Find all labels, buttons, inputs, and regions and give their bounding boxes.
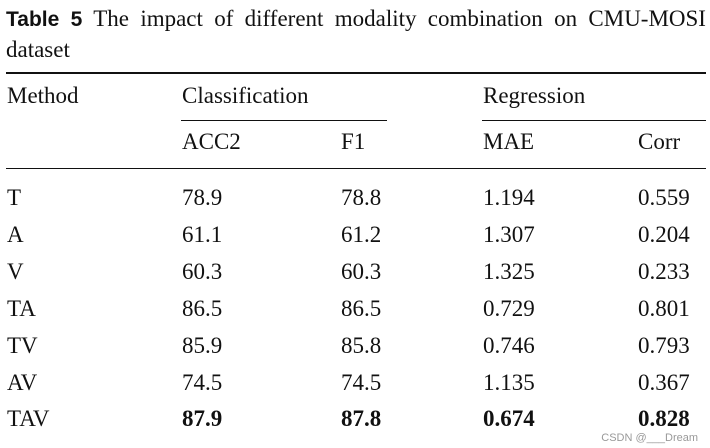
cell-mae: 0.729 — [483, 296, 535, 321]
cell-method: TAV — [7, 406, 50, 431]
cell-corr: 0.367 — [638, 370, 690, 395]
cell-corr: 0.204 — [638, 222, 690, 247]
cell-corr: 0.828 — [638, 406, 690, 431]
header-rule — [6, 168, 706, 169]
cell-f1: 87.8 — [341, 406, 382, 431]
cell-corr: 0.233 — [638, 259, 690, 284]
cell-mae: 1.135 — [483, 370, 535, 395]
top-rule — [6, 72, 706, 74]
header-method: Method — [7, 83, 79, 108]
cell-method: A — [7, 222, 24, 247]
cell-method: T — [7, 185, 22, 210]
cell-method: AV — [7, 370, 38, 395]
cell-f1: 78.8 — [341, 185, 382, 210]
header-regression: Regression — [483, 83, 586, 108]
cell-f1: 74.5 — [341, 370, 382, 395]
cell-mae: 1.325 — [483, 259, 535, 284]
cell-f1: 86.5 — [341, 296, 382, 321]
classification-rule — [181, 120, 387, 121]
cell-f1: 60.3 — [341, 259, 382, 284]
cell-acc2: 60.3 — [182, 259, 223, 284]
cell-f1: 61.2 — [341, 222, 382, 247]
watermark: CSDN @___Dream — [601, 432, 698, 444]
cell-corr: 0.793 — [638, 333, 690, 358]
header-corr: Corr — [638, 129, 681, 154]
cell-mae: 1.307 — [483, 222, 535, 247]
regression-rule — [482, 120, 706, 121]
cell-acc2: 61.1 — [182, 222, 223, 247]
cell-mae: 1.194 — [483, 185, 535, 210]
cell-mae: 0.746 — [483, 333, 535, 358]
header-mae: MAE — [483, 129, 535, 154]
cell-acc2: 87.9 — [182, 406, 223, 431]
cell-acc2: 78.9 — [182, 185, 223, 210]
cell-acc2: 86.5 — [182, 296, 223, 321]
cell-corr: 0.801 — [638, 296, 690, 321]
cell-acc2: 85.9 — [182, 333, 223, 358]
cell-method: TA — [7, 296, 36, 321]
table-caption: Table 5 The impact of different modality… — [6, 4, 706, 65]
caption-text: The impact of different modality combina… — [6, 6, 706, 62]
table-label: Table 5 — [6, 8, 83, 31]
cell-acc2: 74.5 — [182, 370, 223, 395]
cell-method: V — [7, 259, 24, 284]
cell-mae: 0.674 — [483, 406, 535, 431]
cell-f1: 85.8 — [341, 333, 382, 358]
header-classification: Classification — [182, 83, 309, 108]
header-f1: F1 — [341, 129, 366, 154]
cell-method: TV — [7, 333, 38, 358]
cell-corr: 0.559 — [638, 185, 690, 210]
header-acc2: ACC2 — [182, 129, 241, 154]
